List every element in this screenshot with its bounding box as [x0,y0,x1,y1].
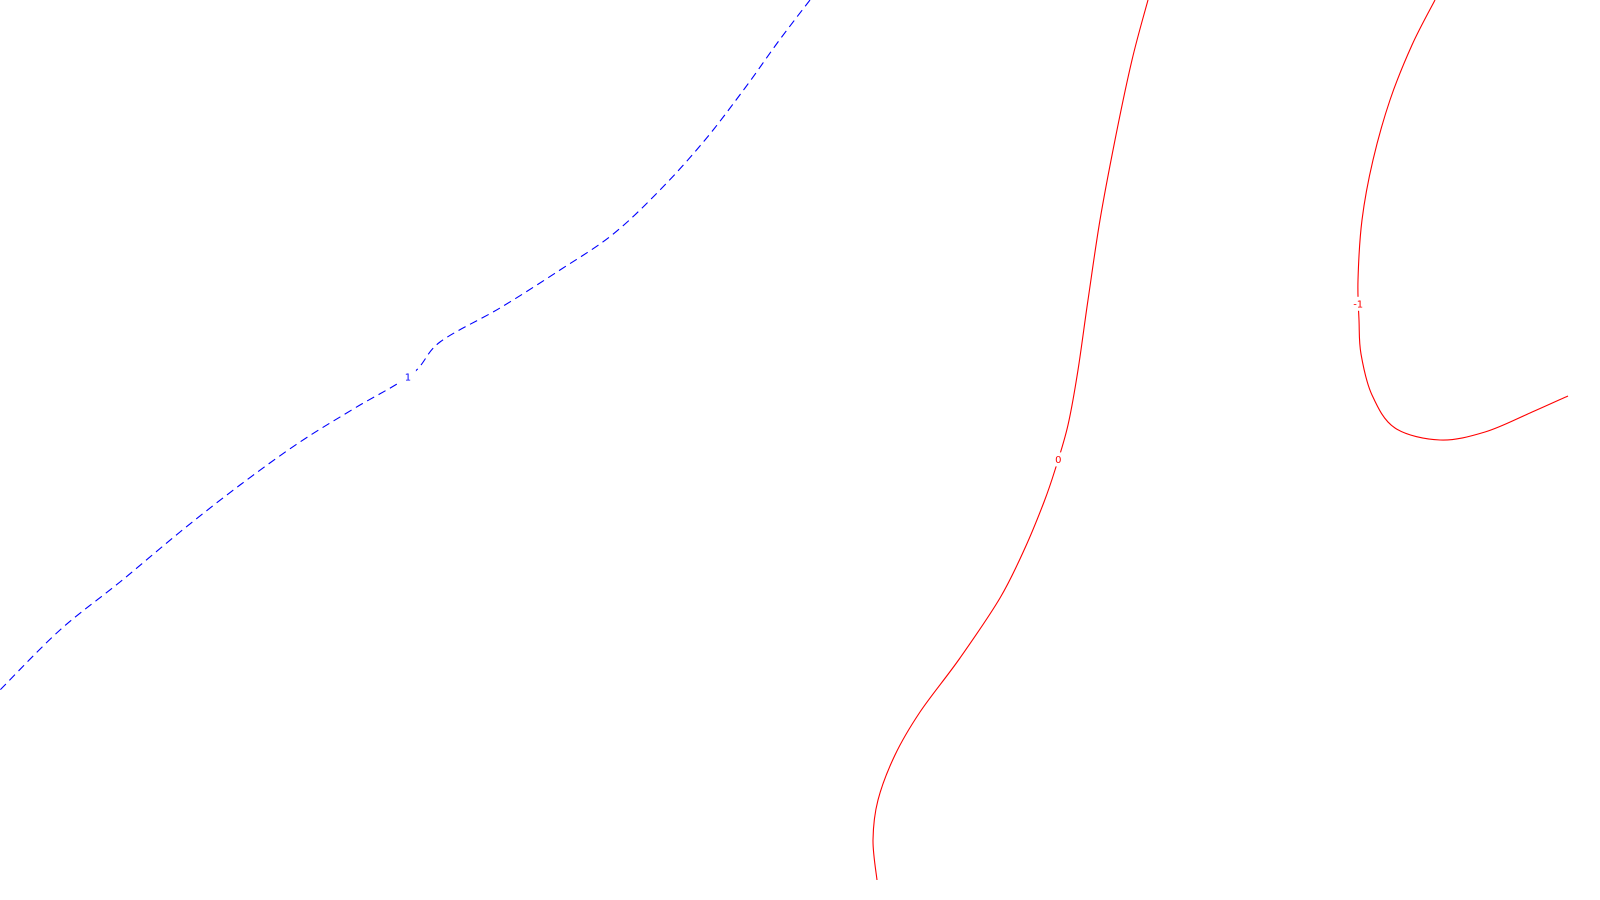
contour-label-level-neg1: -1 [1353,299,1363,310]
contour-label-background [399,370,416,384]
contour-labels: 1 0 -1 [399,296,1367,467]
contour-label-level-0: 0 [1055,455,1061,466]
contour-label-background [1050,452,1067,467]
contour-label-background [1350,296,1367,311]
contour-line-level-0 [872,0,1149,881]
contour-lines [0,0,1569,881]
contour-line-level-1 [0,0,811,691]
contour-label-level-1: 1 [405,373,411,384]
contour-line-level-neg1 [1357,0,1569,441]
